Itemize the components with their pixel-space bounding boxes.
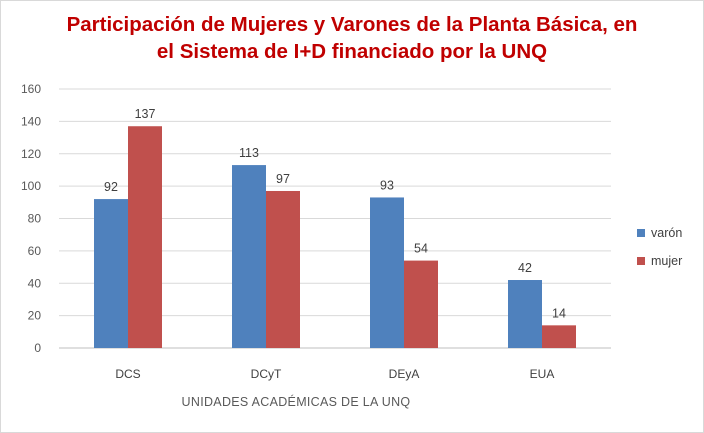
x-tick-label: DCS (115, 367, 140, 381)
data-label: 14 (552, 306, 566, 320)
legend-swatch (637, 229, 645, 237)
bar-deya-varon (370, 197, 404, 348)
y-tick-label: 20 (28, 309, 42, 323)
chart-title-line-1: Participación de Mujeres y Varones de la… (66, 13, 638, 36)
x-tick-label: DEyA (389, 367, 420, 381)
data-label: 113 (239, 146, 259, 160)
chart-title: Participación de Mujeres y Varones de la… (1, 11, 703, 65)
y-tick-label: 0 (34, 341, 41, 355)
data-label: 42 (518, 261, 532, 275)
bars (94, 126, 576, 348)
data-label: 93 (380, 178, 394, 192)
x-axis-label: UNIDADES ACADÉMICAS DE LA UNQ (182, 394, 411, 409)
y-tick-label: 80 (28, 212, 42, 226)
bar-eua-varon (508, 280, 542, 348)
data-labels: 92 137 113 97 93 54 42 14 (104, 107, 566, 320)
bar-dcyt-mujer (266, 190, 300, 348)
y-tick-label: 40 (28, 276, 42, 290)
legend-label: varón (651, 226, 682, 240)
bar-dcs-mujer (128, 126, 162, 348)
legend-swatch (637, 257, 645, 265)
data-label: 97 (276, 172, 290, 186)
x-tick-label: DCyT (251, 367, 282, 381)
y-tick-label: 100 (21, 179, 41, 193)
legend-label: mujer (651, 254, 682, 268)
y-tick-label: 140 (21, 114, 41, 128)
y-axis-ticks: 0 20 40 60 80 100 120 140 160 (21, 82, 41, 355)
bar-dcs-varon (94, 199, 128, 348)
data-label: 137 (135, 107, 156, 121)
y-tick-label: 60 (28, 244, 42, 258)
bar-dcyt-varon (232, 165, 266, 348)
data-label: 92 (104, 180, 118, 194)
chart-title-line-2: el Sistema de I+D financiado por la UNQ (156, 40, 548, 63)
x-axis-ticks: DCS DCyT DEyA EUA (115, 367, 554, 381)
x-tick-label: EUA (530, 367, 555, 381)
legend: varón mujer (637, 226, 682, 268)
y-tick-label: 120 (21, 147, 41, 161)
data-label: 54 (414, 242, 428, 256)
y-tick-label: 160 (21, 82, 41, 96)
bar-deya-mujer (404, 260, 438, 348)
bar-eua-mujer (542, 325, 576, 348)
